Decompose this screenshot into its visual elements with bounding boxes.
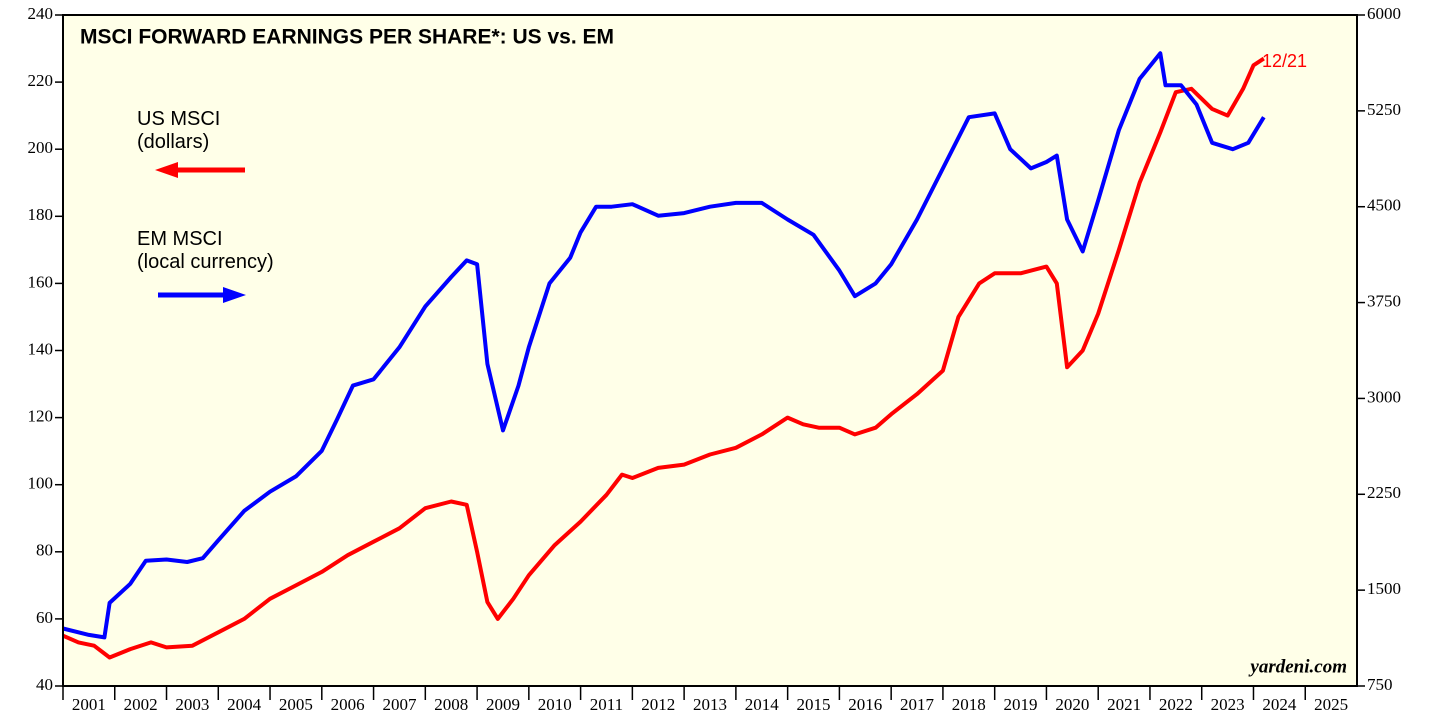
x-tick-label: 2019 — [1004, 695, 1038, 714]
ticks: 40 60 80 100 120 140 160 180 200 220 240 750 1500 225… — [28, 4, 1402, 714]
x-tick-label: 2015 — [797, 695, 831, 714]
y2-tick-label: 1500 — [1367, 579, 1401, 598]
series-line — [62, 51, 1266, 640]
x-tick-label: 2021 — [1107, 695, 1141, 714]
series-line — [62, 56, 1265, 660]
y-tick-label: 40 — [36, 675, 53, 694]
y-tick-label: 80 — [36, 541, 53, 560]
x-tick-label: 2025 — [1314, 695, 1348, 714]
annotation: 12/21 — [1262, 51, 1307, 71]
x-tick-label: 2016 — [848, 695, 882, 714]
y2-tick-label: 6000 — [1367, 4, 1401, 23]
x-tick-label: 2006 — [331, 695, 365, 714]
x-tick-label: 2022 — [1159, 695, 1193, 714]
y-tick-label: 240 — [28, 4, 54, 23]
source: yardeni.com — [1248, 656, 1347, 677]
y-tick-label: 120 — [28, 407, 54, 426]
x-tick-label: 2002 — [124, 695, 158, 714]
y-tick-label: 220 — [28, 71, 54, 90]
arrow-head — [155, 162, 178, 178]
x-tick-label: 2010 — [538, 695, 572, 714]
x-tick-label: 2011 — [590, 695, 623, 714]
y2-tick-label: 750 — [1367, 675, 1393, 694]
y2-tick-label: 2250 — [1367, 483, 1401, 502]
legend-label: US MSCI (dollars) — [137, 108, 221, 153]
x-tick-label: 2024 — [1262, 695, 1297, 714]
x-tick-label: 2007 — [382, 695, 417, 714]
plot-frame — [62, 14, 1358, 687]
y2-tick-label: 3000 — [1367, 387, 1401, 406]
y-tick-label: 100 — [28, 474, 54, 493]
y2-tick-label: 3750 — [1367, 291, 1401, 310]
x-tick-label: 2005 — [279, 695, 313, 714]
x-tick-label: 2020 — [1055, 695, 1089, 714]
y2-tick-label: 4500 — [1367, 196, 1401, 215]
plot-background — [63, 15, 1357, 686]
x-tick-label: 2001 — [72, 695, 106, 714]
y-tick-label: 140 — [28, 339, 54, 358]
x-tick-label: 2017 — [900, 695, 935, 714]
y-tick-label: 200 — [28, 138, 54, 157]
x-tick-label: 2012 — [641, 695, 675, 714]
x-tick-label: 2014 — [745, 695, 780, 714]
x-tick-label: 2004 — [227, 695, 262, 714]
y-tick-label: 160 — [28, 272, 54, 291]
chart-title: MSCI FORWARD EARNINGS PER SHARE*: US vs.… — [80, 26, 614, 49]
arrow-head — [223, 287, 246, 303]
legend-label: EM MSCI (local currency) — [137, 228, 274, 273]
y2-tick-label: 5250 — [1367, 100, 1401, 119]
y-tick-label: 60 — [36, 608, 53, 627]
legend-arrow-us — [155, 162, 245, 178]
x-tick-label: 2013 — [693, 695, 727, 714]
y-tick-label: 180 — [28, 205, 54, 224]
x-tick-label: 2018 — [952, 695, 986, 714]
x-tick-label: 2023 — [1211, 695, 1245, 714]
lines — [62, 51, 1266, 660]
x-tick-label: 2003 — [175, 695, 209, 714]
x-tick-label: 2008 — [434, 695, 468, 714]
legend-arrow-em — [158, 287, 246, 303]
x-tick-label: 2009 — [486, 695, 520, 714]
